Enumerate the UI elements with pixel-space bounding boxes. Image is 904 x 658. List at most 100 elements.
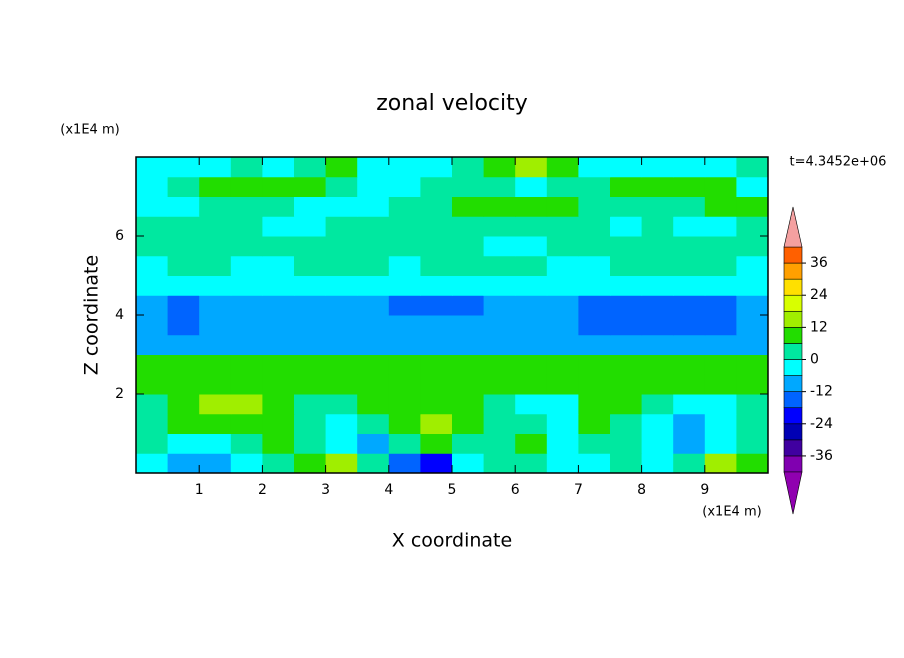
x-tick-label: 1	[195, 482, 204, 498]
y-tick-label: 2	[115, 386, 124, 402]
contour-cell	[294, 315, 327, 336]
contour-cell	[294, 334, 327, 355]
contour-cell	[515, 216, 548, 237]
contour-cell	[294, 374, 327, 395]
contour-cell	[673, 374, 706, 395]
colorbar-tick-label: 12	[810, 319, 828, 335]
contour-cell	[357, 157, 390, 178]
colorbar-band	[783, 439, 803, 457]
contour-cell	[167, 176, 200, 197]
contour-cell	[483, 354, 516, 375]
contour-cell	[483, 315, 516, 336]
contour-cell	[515, 157, 548, 178]
contour-cell	[546, 275, 579, 296]
contour-cell	[262, 315, 295, 336]
contour-cell	[420, 236, 453, 257]
contour-cell	[578, 255, 611, 276]
colorbar-tick-label: 36	[810, 255, 828, 271]
contour-cell	[610, 196, 643, 217]
contour-cell	[673, 295, 706, 316]
contour-cell	[483, 157, 516, 178]
contour-cell	[610, 176, 643, 197]
contour-cell	[673, 176, 706, 197]
contour-cell	[610, 374, 643, 395]
contour-cell	[610, 295, 643, 316]
contour-cell	[578, 157, 611, 178]
contour-cell	[641, 196, 674, 217]
contour-cell	[199, 196, 232, 217]
contour-cell	[388, 334, 421, 355]
contour-cell	[388, 453, 421, 474]
contour-cell	[262, 413, 295, 434]
contour-cell	[673, 315, 706, 336]
contour-cell	[546, 157, 579, 178]
contour-cell	[578, 354, 611, 375]
contour-cell	[610, 433, 643, 454]
contour-cell	[357, 236, 390, 257]
contour-cell	[673, 275, 706, 296]
contour-cell	[294, 413, 327, 434]
x-tick-label: 9	[700, 482, 709, 498]
contour-cell	[325, 176, 358, 197]
contour-cell	[673, 453, 706, 474]
contour-cell	[515, 453, 548, 474]
contour-cell	[578, 453, 611, 474]
contour-cell	[578, 433, 611, 454]
contour-cell	[483, 216, 516, 237]
contour-cell	[641, 334, 674, 355]
contour-cell	[262, 334, 295, 355]
contour-cell	[199, 157, 232, 178]
contour-cell	[388, 433, 421, 454]
contour-cell	[483, 196, 516, 217]
contour-cell	[736, 196, 769, 217]
contour-cell	[515, 354, 548, 375]
contour-cell	[388, 275, 421, 296]
contour-cell	[736, 275, 769, 296]
contour-cell	[641, 453, 674, 474]
colorbar-band	[783, 246, 803, 264]
contour-cell	[199, 394, 232, 415]
contour-cell	[230, 236, 263, 257]
contour-cell	[420, 374, 453, 395]
colorbar-band	[783, 455, 803, 473]
contour-cell	[357, 334, 390, 355]
contour-cell	[610, 394, 643, 415]
contour-cell	[167, 236, 200, 257]
contour-cell	[673, 354, 706, 375]
contour-cell	[136, 315, 169, 336]
contour-cell	[357, 196, 390, 217]
contour-cell	[388, 374, 421, 395]
contour-cell	[420, 196, 453, 217]
contour-cell	[704, 374, 737, 395]
contour-cell	[325, 413, 358, 434]
colorbar-band	[783, 327, 803, 344]
contour-cell	[546, 413, 579, 434]
contour-cell	[452, 433, 485, 454]
contour-cell	[736, 334, 769, 355]
contour-cell	[199, 255, 232, 276]
contour-cell	[388, 196, 421, 217]
contour-cell	[420, 413, 453, 434]
contour-cell	[641, 295, 674, 316]
colorbar-band	[783, 294, 803, 312]
contour-cell	[546, 334, 579, 355]
contour-cell	[483, 374, 516, 395]
contour-cell	[452, 374, 485, 395]
contour-cell	[262, 295, 295, 316]
contour-cell	[452, 453, 485, 474]
contour-cell	[230, 413, 263, 434]
contour-cell	[325, 236, 358, 257]
colorbar-tick-label: 0	[810, 352, 819, 368]
contour-cell	[704, 334, 737, 355]
contour-cell	[262, 433, 295, 454]
contour-cell	[610, 315, 643, 336]
contour-cell	[736, 394, 769, 415]
contour-cell	[483, 255, 516, 276]
y-tick-label: 4	[115, 307, 124, 323]
contour-cell	[704, 236, 737, 257]
contour-cell	[546, 354, 579, 375]
contour-cell	[230, 315, 263, 336]
colorbar-band	[783, 423, 803, 441]
contour-cell	[294, 275, 327, 296]
contour-cell	[673, 334, 706, 355]
